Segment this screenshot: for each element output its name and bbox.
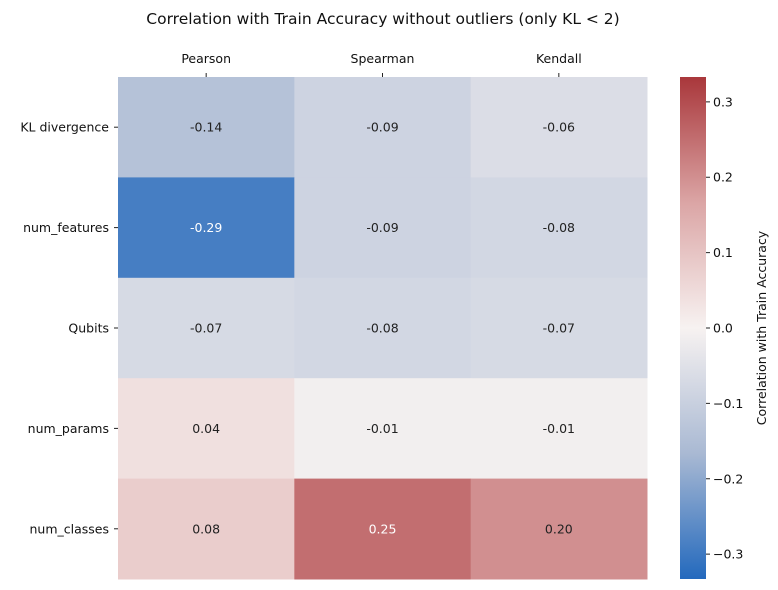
colorbar-label: Correlation with Train Accuracy <box>754 230 769 425</box>
cell-value-label: 0.08 <box>192 521 220 536</box>
heatmap-cell <box>470 177 648 279</box>
cell-value-label: -0.07 <box>543 321 575 336</box>
colorbar-tick-label: 0.3 <box>713 94 733 109</box>
cell-value-label: -0.29 <box>190 220 222 235</box>
heatmap-cell <box>118 177 295 279</box>
colorbar-axis: −0.3 −0.2 −0.1 0.0 0.1 0.2 0.3 <box>706 94 743 562</box>
heatmap-cell <box>118 478 295 580</box>
cell-value-label: -0.08 <box>366 321 398 336</box>
heatmap-cell <box>470 378 648 480</box>
heatmap-cell <box>294 378 472 480</box>
x-tick-label: Kendall <box>536 51 582 66</box>
heatmap-cell <box>470 478 648 580</box>
heatmap-cell <box>294 277 472 379</box>
colorbar-tick-label: −0.3 <box>713 547 743 562</box>
chart-title: Correlation with Train Accuracy without … <box>146 10 619 28</box>
colorbar-tick-label: 0.2 <box>713 170 733 185</box>
cell-value-label: -0.06 <box>543 120 575 135</box>
heatmap-cell <box>470 277 648 379</box>
cell-value-label: -0.01 <box>366 421 398 436</box>
cell-value-label: -0.14 <box>190 120 222 135</box>
cell-value-label: 0.04 <box>192 421 220 436</box>
cell-value-label: 0.25 <box>369 521 397 536</box>
colorbar-tick-label: −0.1 <box>713 396 743 411</box>
heatmap-cell <box>294 478 472 580</box>
x-tick-label: Pearson <box>181 51 231 66</box>
heatmap-cell <box>294 177 472 279</box>
heatmap-cell <box>118 378 295 480</box>
cell-value-label: -0.09 <box>366 120 398 135</box>
y-axis: KL divergence num_features Qubits num_param… <box>20 120 118 536</box>
cell-value-label: 0.20 <box>545 521 573 536</box>
cell-value-label: -0.08 <box>543 220 575 235</box>
colorbar-tick-label: −0.2 <box>713 471 743 486</box>
heatmap-cell <box>470 77 648 178</box>
colorbar <box>680 77 706 579</box>
heatmap-cells: -0.14 -0.09 -0.06 -0.29 -0.09 -0.08 -0.07 -0.08… <box>118 77 648 580</box>
heatmap-cell <box>118 277 295 379</box>
x-axis: Pearson Spearman Kendall <box>181 51 582 77</box>
heatmap-cell <box>118 77 295 178</box>
colorbar-tick-label: 0.1 <box>713 245 733 260</box>
y-tick-label: KL divergence <box>20 120 109 135</box>
y-tick-label: num_features <box>23 220 109 235</box>
x-tick-label: Spearman <box>351 51 415 66</box>
cell-value-label: -0.09 <box>366 220 398 235</box>
cell-value-label: -0.07 <box>190 321 222 336</box>
y-tick-label: num_params <box>28 421 109 436</box>
y-tick-label: num_classes <box>29 521 109 536</box>
colorbar-tick-label: 0.0 <box>713 321 733 336</box>
heatmap-cell <box>294 77 472 178</box>
cell-value-label: -0.01 <box>543 421 575 436</box>
y-tick-label: Qubits <box>68 321 109 336</box>
